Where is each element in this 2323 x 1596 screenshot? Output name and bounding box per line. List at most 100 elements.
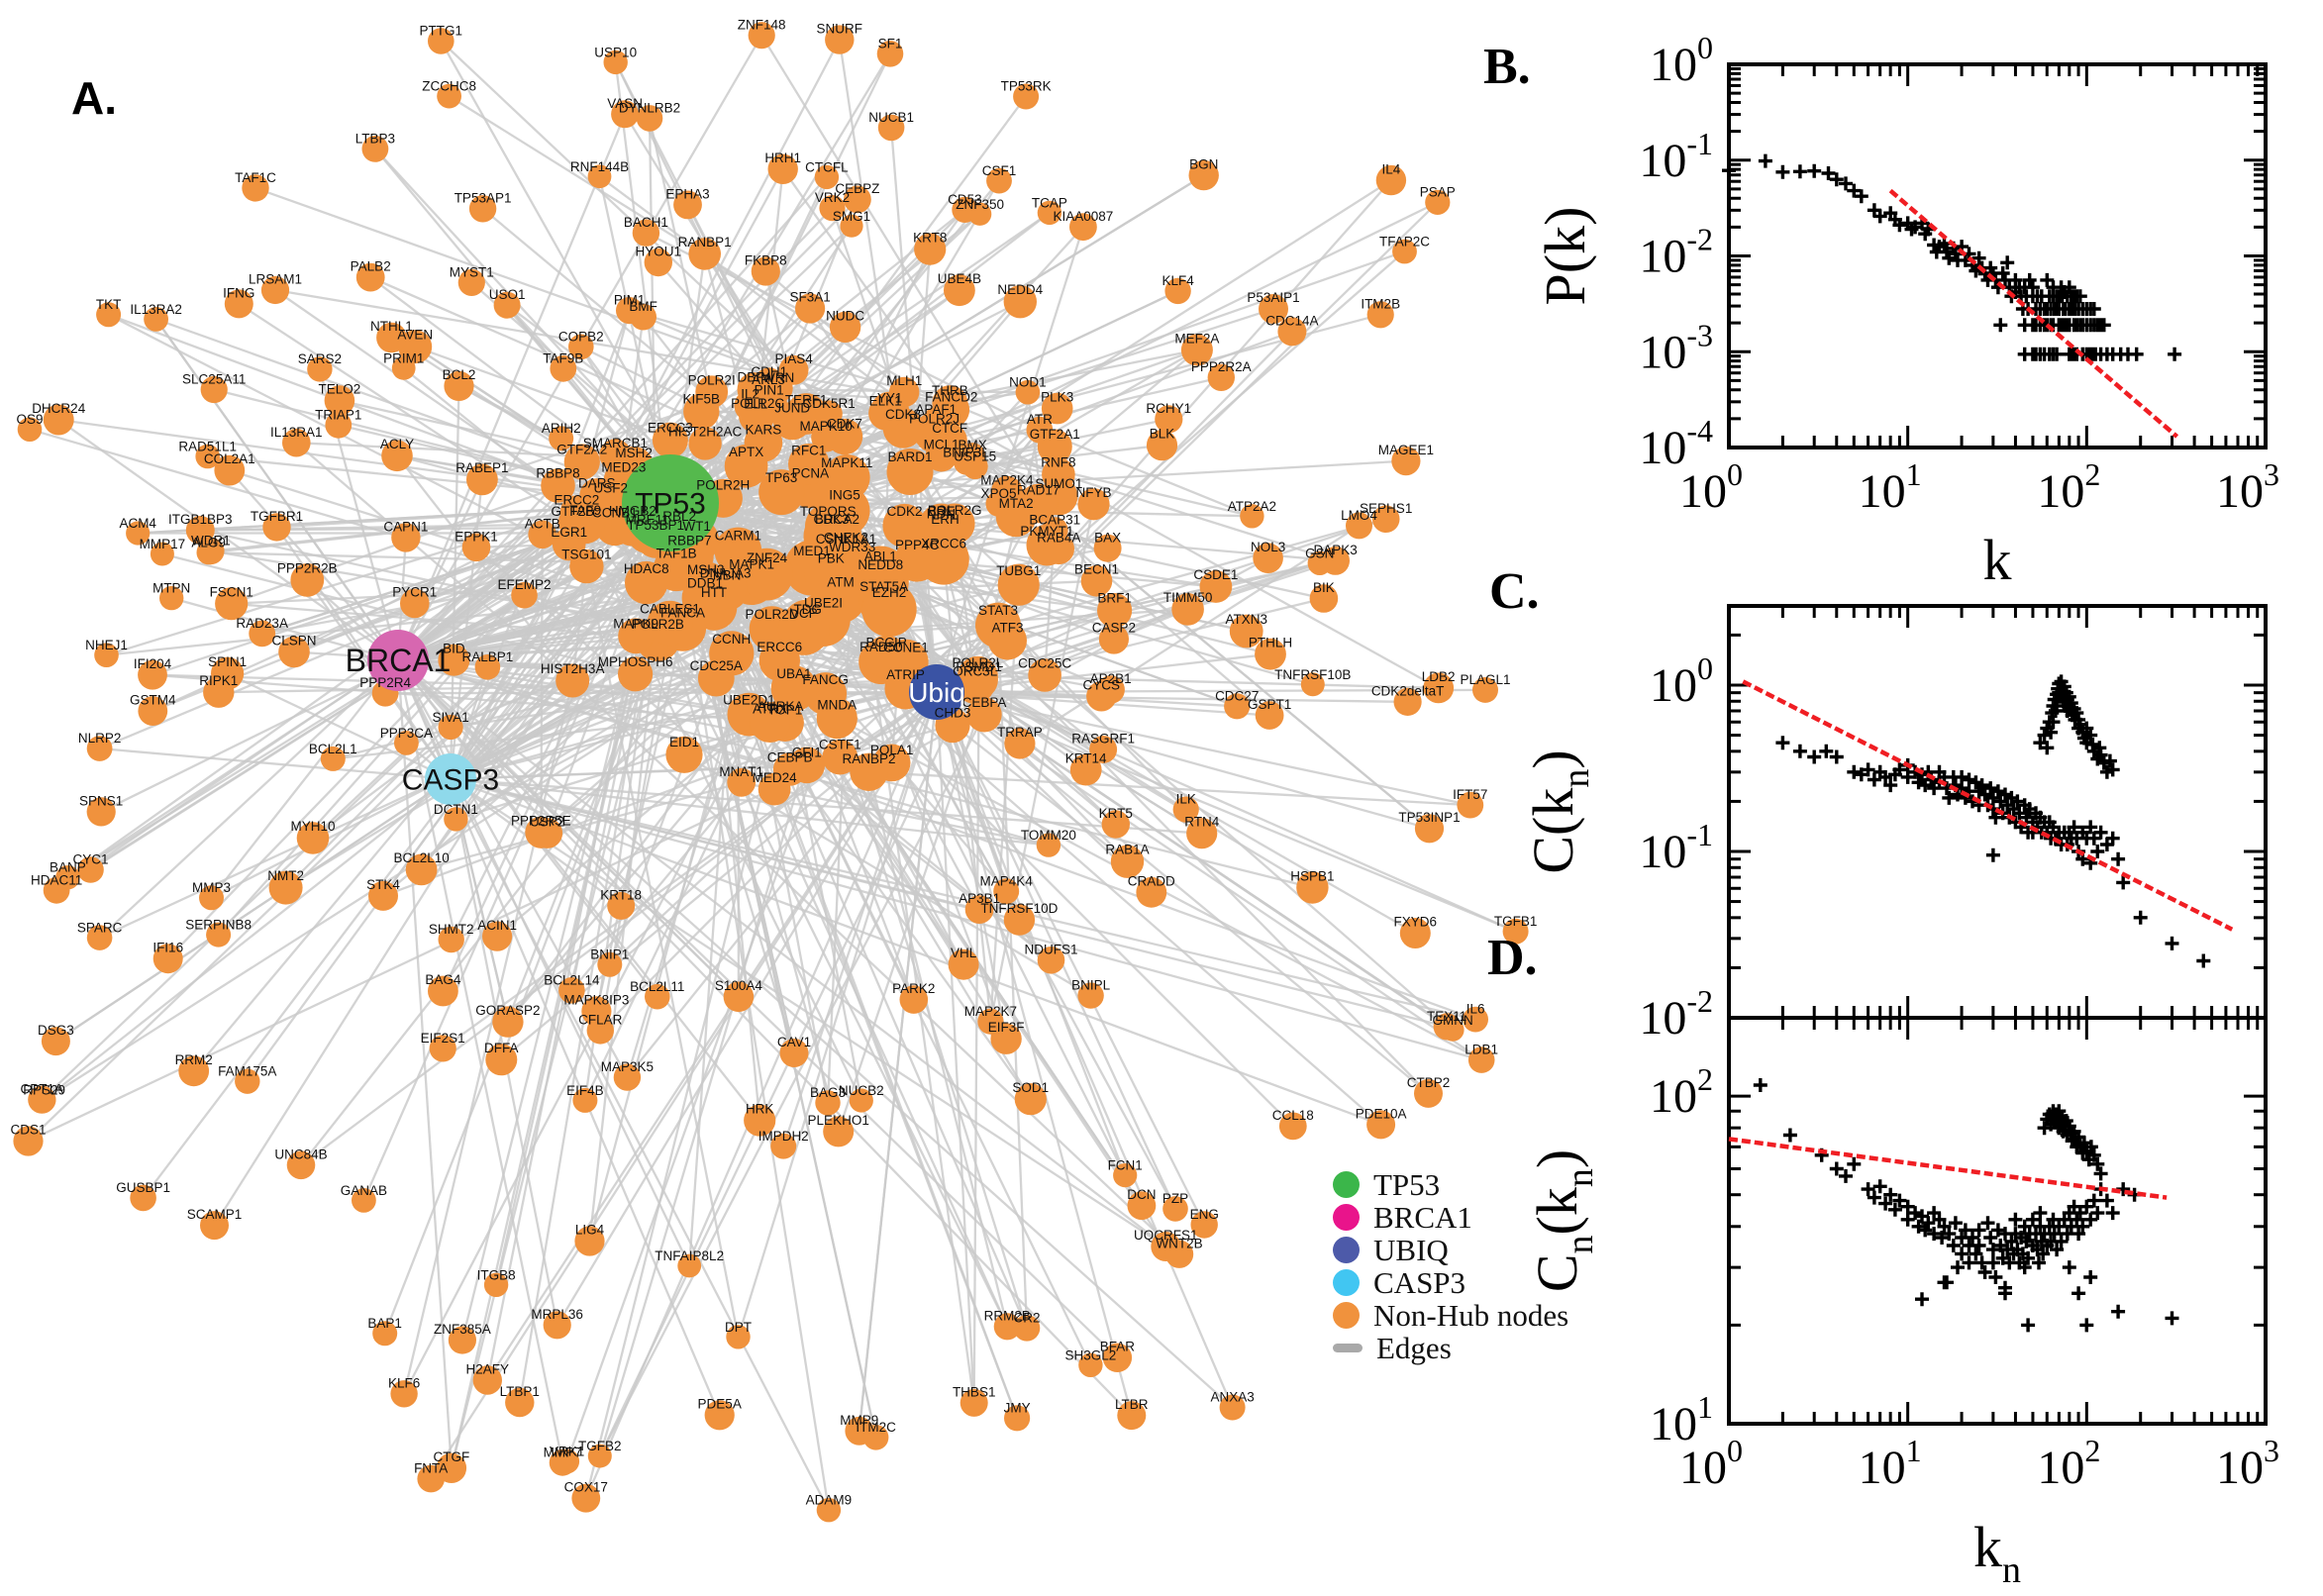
network-node-label: TERF1 <box>785 393 828 408</box>
network-node-label: EIF2S1 <box>421 1031 465 1046</box>
network-node <box>368 880 398 911</box>
network-node-label: MRE11 <box>626 512 669 527</box>
network-node <box>448 1326 476 1354</box>
network-node-label: ING5 <box>829 487 860 502</box>
network-node-label: BCL2 <box>443 367 476 382</box>
network-edge <box>397 659 1119 1359</box>
network-node <box>1155 405 1183 434</box>
network-edge <box>43 778 452 1101</box>
network-node-label: BCL2L1 <box>309 742 357 756</box>
network-node <box>1259 294 1288 324</box>
network-node <box>86 925 113 950</box>
network-node <box>923 407 949 433</box>
network-node <box>772 401 812 441</box>
network-node <box>1042 457 1075 492</box>
network-node-label: SUMO1 <box>1035 476 1082 491</box>
network-node <box>1392 239 1417 264</box>
network-node <box>864 635 908 679</box>
network-node-label: TEX11 <box>1427 1009 1466 1024</box>
network-node-label: RNF8 <box>1041 455 1075 470</box>
network-node <box>988 621 1027 660</box>
network-node-label: BIK <box>1313 580 1335 595</box>
network-node <box>1321 547 1350 575</box>
network-node-label: MAGEE1 <box>1378 443 1434 457</box>
network-node-label: PPP3CA <box>380 726 433 741</box>
network-node <box>1229 614 1263 648</box>
network-node-label: APTX <box>729 445 763 459</box>
network-node <box>461 533 491 562</box>
network-node-label: BAG3 <box>810 1085 846 1100</box>
network-node-label: MPHOSPH6 <box>598 654 673 669</box>
network-node-label: COL2A1 <box>204 451 255 466</box>
network-node <box>825 25 855 54</box>
network-node-label: ATF3 <box>991 620 1023 635</box>
network-node <box>727 767 757 797</box>
network-edge <box>793 349 1198 690</box>
network-node-label: EFEMP2 <box>497 577 551 592</box>
y-axis-title-B: P(k) <box>1533 207 1597 306</box>
network-node-label: CRADD <box>1128 873 1175 888</box>
panel-a-label: A. <box>71 72 117 124</box>
network-node-label: TFAP2C <box>1379 234 1430 249</box>
x-tick-label: 102 <box>2037 1433 2100 1494</box>
network-node-label: NDUFS1 <box>1024 943 1077 957</box>
network-node-label: BCL2L10 <box>393 850 449 865</box>
network-node-label: BECN1 <box>1074 562 1119 577</box>
network-node-label: GSTM4 <box>130 692 176 707</box>
network-node-label: ELK1 <box>869 394 902 409</box>
network-node <box>1399 918 1431 948</box>
network-node-label: FSCN1 <box>210 584 253 599</box>
network-node-label: WDR1 <box>191 533 231 548</box>
network-node-label: NLRP2 <box>78 731 122 746</box>
network-node-label: LMO4 <box>1341 508 1377 523</box>
network-node-label: PPP2R2A <box>1191 359 1252 374</box>
network-node-label: APAF1 <box>915 402 957 417</box>
network-node-label: IL6 <box>1466 1002 1485 1017</box>
network-node-label: GMNN <box>1432 1013 1472 1028</box>
network-node <box>779 1039 809 1067</box>
network-node <box>625 560 668 605</box>
network-node <box>474 654 501 680</box>
network-node-label: POLR2B <box>632 617 684 632</box>
network-node <box>1018 483 1059 524</box>
network-node-label: IL4 <box>1382 161 1401 176</box>
network-node-label: BARD1 <box>887 449 932 464</box>
network-node-label: CDC27 <box>1215 688 1259 703</box>
network-node <box>372 1321 398 1347</box>
network-node-label: VASN <box>607 96 643 111</box>
network-node-label: PSAP <box>1420 185 1456 200</box>
network-node-label: DHCR24 <box>32 401 86 416</box>
network-node-label: ADAM9 <box>806 1493 853 1508</box>
network-node-label: KIAA0087 <box>1054 209 1114 224</box>
network-node-label: FANCG <box>802 672 849 687</box>
network-node-label: CHD3 <box>935 706 971 721</box>
network-node <box>816 1498 842 1523</box>
network-node-label: MYST1 <box>450 264 494 279</box>
network-node <box>788 444 830 485</box>
ubiq-dot-icon <box>1333 1237 1360 1263</box>
network-edge <box>782 691 939 1147</box>
network-node-label: TUBG1 <box>996 563 1041 578</box>
network-node <box>549 1448 576 1476</box>
plot-frame-B <box>1727 62 2268 449</box>
network-node-label: CCL18 <box>1272 1108 1314 1123</box>
network-node-label: PZP <box>1162 1191 1188 1206</box>
network-node <box>645 983 670 1010</box>
legend-label-tp53: TP53 <box>1373 1166 1441 1202</box>
network-node <box>966 697 1002 733</box>
network-node <box>482 921 513 951</box>
network-edge <box>362 502 672 1201</box>
network-node-label: BCL2L14 <box>544 972 600 987</box>
network-node-label: CABLES1 <box>640 601 700 616</box>
network-node-labels: NEDD8 KARS DDB1 PCNA CDK7 CCNH MNAT1 CDK2 CCNE1 C… <box>10 18 1537 1508</box>
network-node-label: POLR2C <box>731 396 784 411</box>
network-node-label: WNT2B <box>1156 1236 1202 1250</box>
network-node <box>444 370 474 401</box>
network-node-label: DAPK3 <box>1313 543 1357 557</box>
network-node-label: ENG <box>1190 1207 1219 1222</box>
network-node-label: TKT <box>96 297 122 312</box>
network-node-label: CPT1A <box>21 1081 64 1096</box>
network-edge <box>450 777 1050 847</box>
network-node-label: IFNG <box>223 285 254 300</box>
network-node <box>77 856 104 883</box>
